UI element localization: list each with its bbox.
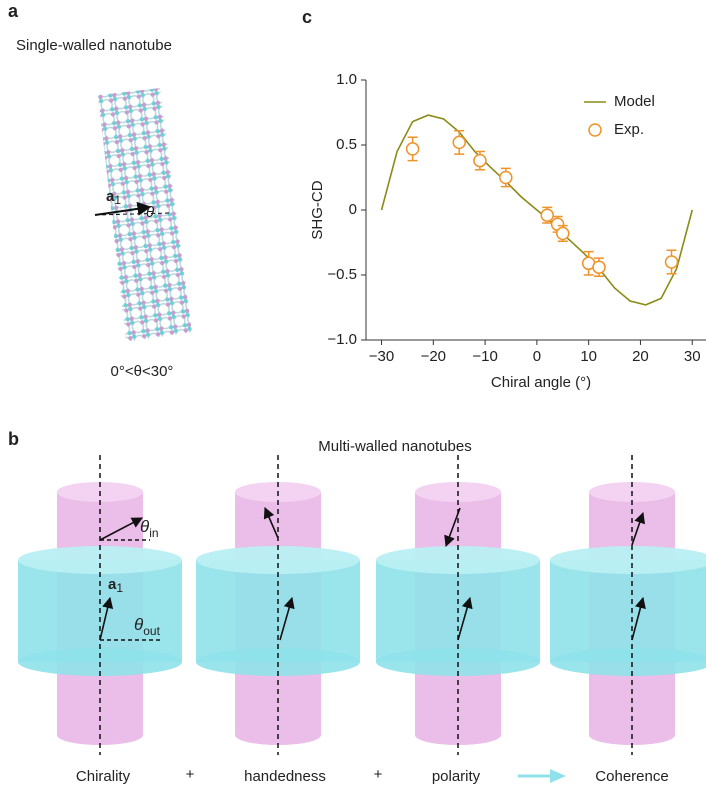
model-line bbox=[380, 114, 694, 306]
angle-label: θ bbox=[146, 204, 154, 221]
angle: θ bbox=[134, 615, 144, 634]
cylinder bbox=[17, 454, 183, 756]
panel-label: a bbox=[8, 1, 19, 21]
legend-label: Exp. bbox=[614, 121, 644, 138]
y-tick-label: 0.5 bbox=[336, 136, 357, 153]
term: Chirality bbox=[76, 768, 131, 785]
x-tick-label: 20 bbox=[632, 348, 649, 365]
vector-label: a1 bbox=[106, 188, 121, 207]
vector: a bbox=[108, 576, 117, 593]
legend-label: Model bbox=[614, 93, 655, 110]
x-tick-label: −20 bbox=[421, 348, 446, 365]
x-tick-label: 0 bbox=[533, 348, 541, 365]
y-axis-label: SHG-CD bbox=[309, 180, 326, 239]
chart: 1.0 0.5 0 −0.5 −1.0 −30 −20 −10 0 10 20 30 Chiral an… bbox=[309, 71, 706, 391]
y-tick-label: 1.0 bbox=[336, 71, 357, 88]
y-tick-label: 0 bbox=[349, 201, 357, 218]
vector-arrow bbox=[94, 201, 152, 216]
cylinder bbox=[549, 454, 706, 756]
cylinder bbox=[375, 454, 541, 756]
legend-swatch bbox=[588, 123, 602, 137]
axis-line bbox=[94, 212, 171, 216]
data-point bbox=[473, 153, 487, 168]
term: + bbox=[374, 766, 383, 783]
subscript: 1 bbox=[114, 193, 121, 207]
data-point bbox=[452, 135, 466, 150]
data-point bbox=[664, 255, 679, 269]
term: Coherence bbox=[595, 768, 668, 785]
subscript: 1 bbox=[116, 581, 123, 595]
panel-label: b bbox=[8, 429, 19, 449]
y-tick-label: −1.0 bbox=[327, 331, 357, 348]
x-tick-label: 30 bbox=[684, 348, 701, 365]
panel-label: c bbox=[302, 7, 312, 27]
coherence-arrow bbox=[518, 769, 566, 783]
subscript: out bbox=[143, 624, 160, 638]
x-tick-label: 10 bbox=[580, 348, 597, 365]
panel-title: Single-walled nanotube bbox=[16, 37, 172, 54]
data-point bbox=[592, 260, 606, 274]
angle-in-label: θin bbox=[140, 517, 159, 540]
y-tick-label: −0.5 bbox=[327, 266, 357, 283]
term: polarity bbox=[432, 768, 481, 785]
x-tick-label: −10 bbox=[472, 348, 497, 365]
data-point bbox=[499, 170, 513, 185]
angle-range: 0°<θ<30° bbox=[111, 363, 174, 380]
data-point bbox=[540, 208, 554, 222]
vector: a bbox=[106, 188, 115, 205]
vector-label: a1 bbox=[108, 576, 123, 595]
angle: θ bbox=[140, 517, 150, 536]
data-point bbox=[405, 142, 420, 156]
term: + bbox=[186, 766, 195, 783]
arrows bbox=[99, 506, 646, 641]
x-tick-label: −30 bbox=[369, 348, 394, 365]
x-axis-label: Chiral angle (°) bbox=[491, 374, 591, 391]
cylinder bbox=[195, 454, 361, 756]
angle-out-label: θout bbox=[134, 615, 161, 638]
data-point bbox=[556, 226, 570, 241]
term: handedness bbox=[244, 768, 326, 785]
panel-title: Multi-walled nanotubes bbox=[318, 438, 471, 455]
subscript: in bbox=[149, 526, 158, 540]
